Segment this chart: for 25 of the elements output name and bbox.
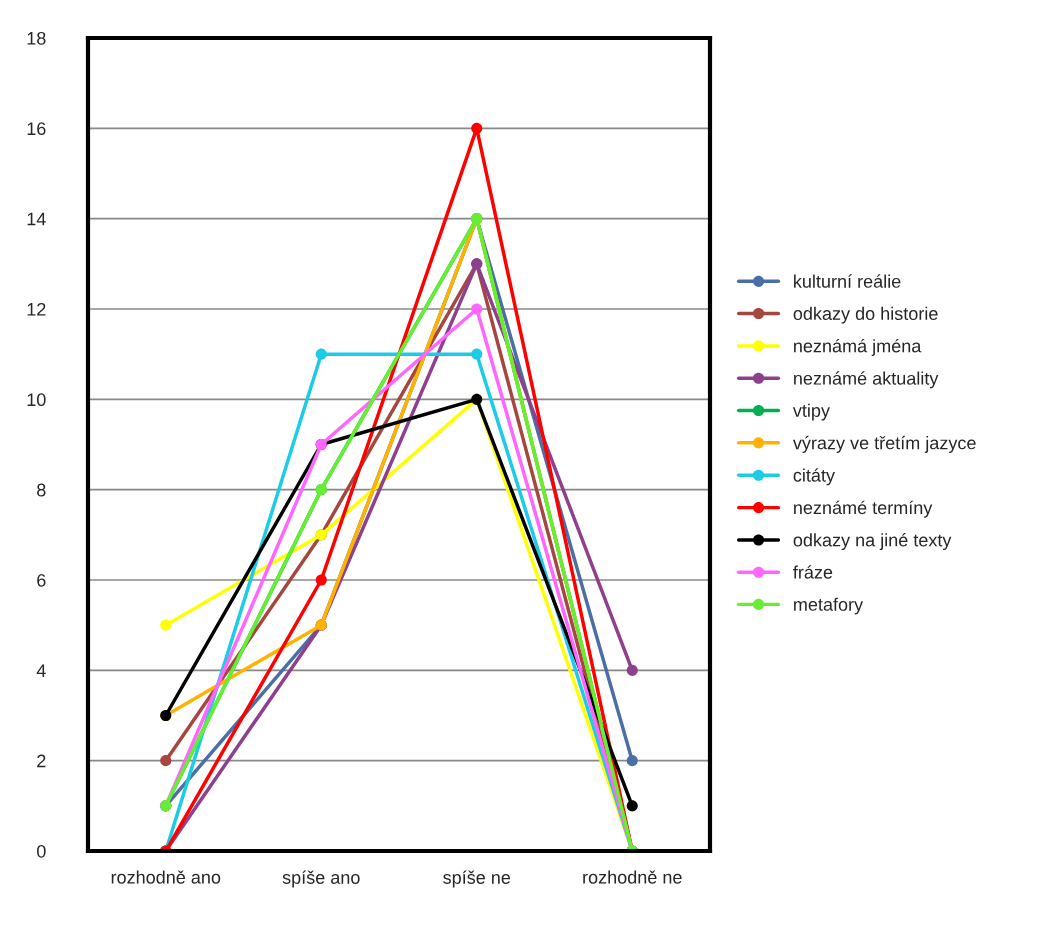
legend-label: metafory <box>794 597 864 615</box>
legend-label: neznámé aktuality <box>794 371 939 389</box>
legend-label: neznámé termíny <box>794 500 933 518</box>
y-tick-label: 8 <box>37 483 46 497</box>
legend-label: fráze <box>793 565 833 579</box>
legend-label: neznámá jména <box>794 338 922 356</box>
y-tick-label: 14 <box>27 212 46 226</box>
x-tick-label: spíše ne <box>443 870 511 888</box>
y-tick-label: 0 <box>37 844 46 858</box>
legend-label: kulturní reálie <box>794 274 901 288</box>
legend-label: odkazy do historie <box>793 306 938 324</box>
x-tick-label: rozhodně ano <box>111 870 221 884</box>
x-tick-label: spíše ano <box>282 870 360 888</box>
legend-label: výrazy ve třetím jazyce <box>792 435 976 453</box>
y-tick-label: 6 <box>37 573 46 587</box>
legend-label: citáty <box>793 468 835 486</box>
legend-label: odkazy na jiné texty <box>793 533 952 551</box>
legend-label: vtipy <box>792 403 830 421</box>
y-tick-label: 12 <box>27 302 46 316</box>
y-tick-label: 2 <box>37 754 46 768</box>
y-tick-label: 18 <box>27 31 46 45</box>
y-tick-label: 10 <box>27 393 46 407</box>
y-tick-label: 4 <box>36 664 46 677</box>
x-tick-label: rozhodně ne <box>583 870 682 884</box>
y-tick-label: 16 <box>27 122 46 136</box>
